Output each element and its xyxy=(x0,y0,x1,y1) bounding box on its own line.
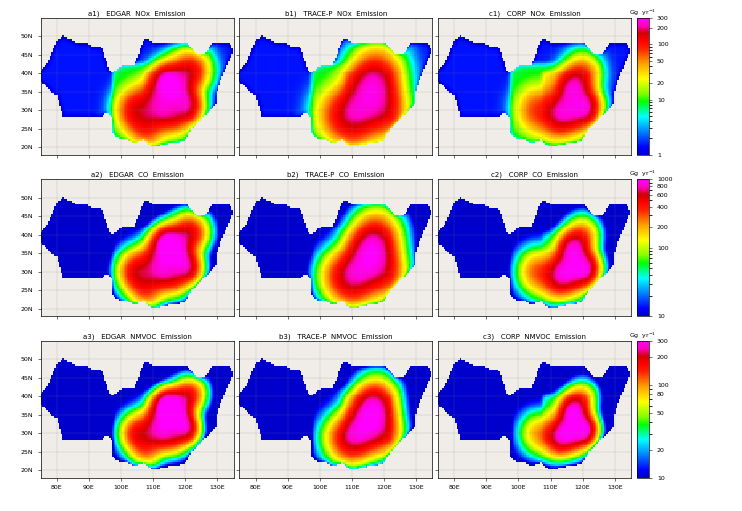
Title: c2)   CORP  CO  Emission: c2) CORP CO Emission xyxy=(491,172,578,178)
Title: a3)   EDGAR  NMVOC  Emission: a3) EDGAR NMVOC Emission xyxy=(83,333,191,340)
Title: a2)   EDGAR  CO  Emission: a2) EDGAR CO Emission xyxy=(91,172,183,178)
Title: b1)   TRACE-P  NOx  Emission: b1) TRACE-P NOx Emission xyxy=(285,10,387,16)
Title: b2)   TRACE-P  CO  Emission: b2) TRACE-P CO Emission xyxy=(287,172,384,178)
Title: Gg  yr$^{-1}$: Gg yr$^{-1}$ xyxy=(629,169,657,179)
Title: Gg  yr$^{-1}$: Gg yr$^{-1}$ xyxy=(629,331,657,341)
Title: c3)   CORP  NMVOC  Emission: c3) CORP NMVOC Emission xyxy=(483,333,586,340)
Title: c1)   CORP  NOx  Emission: c1) CORP NOx Emission xyxy=(488,10,580,16)
Title: a1)   EDGAR  NOx  Emission: a1) EDGAR NOx Emission xyxy=(88,10,186,16)
Title: b3)   TRACE-P  NMVOC  Emission: b3) TRACE-P NMVOC Emission xyxy=(279,333,393,340)
Title: Gg  yr$^{-1}$: Gg yr$^{-1}$ xyxy=(629,8,657,18)
